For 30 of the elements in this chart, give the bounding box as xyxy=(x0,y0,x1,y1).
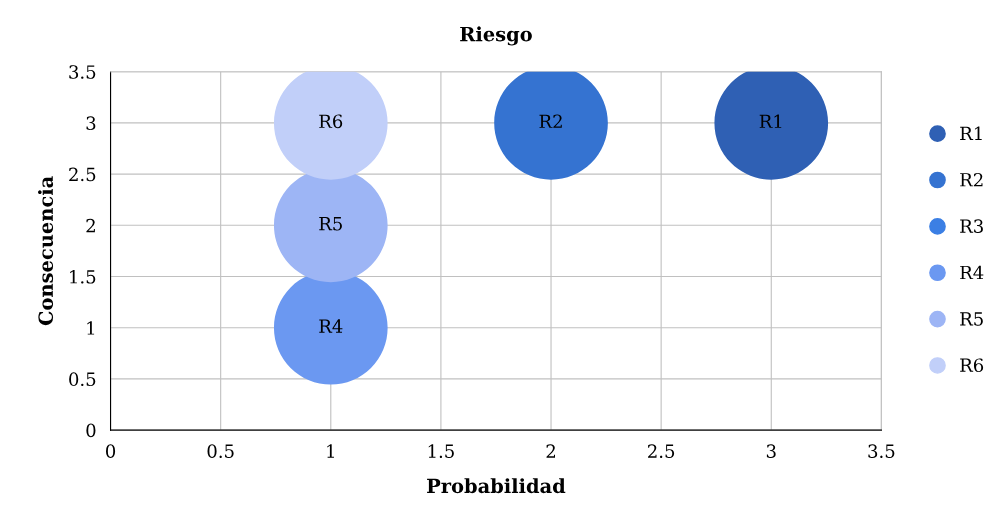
y-tick-label: 3 xyxy=(86,116,96,130)
chart-title: Riesgo xyxy=(460,26,532,46)
legend-label: R5 xyxy=(960,312,983,326)
y-axis-title: Consecuencia xyxy=(38,176,54,326)
legend-label: R1 xyxy=(960,126,982,140)
y-tick-label: 1.5 xyxy=(70,269,96,284)
legend-label: R6 xyxy=(960,358,984,373)
x-tick-label: 3 xyxy=(766,444,776,458)
y-tick-label: 3.5 xyxy=(69,65,96,79)
x-tick-label: 0 xyxy=(106,444,116,458)
x-tick-label: 3.5 xyxy=(868,444,895,458)
y-tick-label: 0 xyxy=(86,423,96,438)
text: R6 xyxy=(319,114,343,129)
y-tick-label: 1 xyxy=(87,321,95,335)
legend-label: R2 xyxy=(960,172,983,187)
text: R4 xyxy=(319,319,343,333)
y-tick-label: 2.5 xyxy=(69,167,96,182)
y-tick-label: 2 xyxy=(86,218,95,233)
text: R2 xyxy=(539,114,562,128)
y-tick-label: 0.5 xyxy=(69,372,96,387)
x-tick-label: 1 xyxy=(327,444,334,458)
x-tick-label: 0.5 xyxy=(207,444,234,458)
legend-label: R3 xyxy=(960,219,983,233)
x-tick-label: 2 xyxy=(546,444,555,458)
x-axis-title: Probabilidad xyxy=(427,478,566,494)
text: R5 xyxy=(319,217,342,231)
x-tick-label: 2.5 xyxy=(648,444,675,458)
legend-label: R4 xyxy=(960,265,984,280)
x-tick-label: 1.5 xyxy=(428,444,454,458)
text: R1 xyxy=(759,114,782,128)
